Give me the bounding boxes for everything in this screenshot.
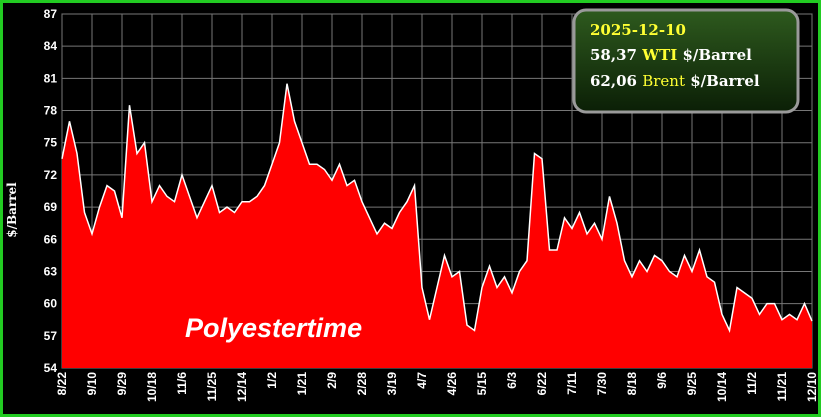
x-tick-label: 6/22 [535,372,549,396]
info-date: 2025-12-10 [590,21,686,39]
line [61,83,813,333]
x-tick-label: 6/3 [505,372,519,389]
info-box-bg [572,8,800,114]
y-tick-label: 60 [44,297,58,311]
x-tick-label: 9/29 [115,372,129,396]
x-tick-label: 10/14 [715,372,729,402]
x-tick-label: 7/11 [565,372,579,395]
x-tick-label: 1/2 [265,372,279,389]
x-tick-label: 2/9 [325,372,339,389]
x-tick-label: 2/28 [355,372,369,396]
info-box: 2025-12-10 58,37 WTI $/Barrel 62,06 Bren… [572,8,800,114]
plot [61,83,813,368]
info-brent: 62,06 Brent $/Barrel [590,72,760,90]
y-tick-label: 72 [44,168,58,182]
x-tick-label: 9/6 [655,372,669,389]
x-tick-label: 4/7 [415,372,429,389]
y-tick-label: 66 [44,232,58,246]
watermark: Polyestertime [185,313,362,343]
y-tick-label: 69 [44,200,58,214]
brent-name: Brent [642,72,685,90]
y-tick-label: 87 [44,7,58,21]
x-tick-label: 8/18 [625,372,639,396]
wti-name: WTI [641,46,677,64]
x-tick-label: 8/22 [55,372,69,396]
info-wti: 58,37 WTI $/Barrel [590,46,752,64]
y-tick-label: 63 [44,264,58,278]
x-tick-label: 11/21 [775,372,789,402]
x-tick-label: 9/25 [685,372,699,396]
y-tick-label: 57 [44,329,58,343]
x-tick-label: 5/15 [475,372,489,396]
x-tick-label: 3/19 [385,372,399,396]
y-tick-label: 81 [44,71,58,85]
x-tick-label: 11/25 [205,372,219,402]
brent-value: 62,06 [590,72,637,90]
x-tick-label: 11/6 [175,372,189,395]
x-tick-label: 12/14 [235,372,249,402]
x-tick-label: 10/18 [145,372,159,402]
x-tick-label: 1/21 [295,372,309,396]
x-tick-label: 9/10 [85,372,99,396]
y-tick-label: 54 [44,361,58,375]
x-tick-label: 7/30 [595,372,609,396]
wti-value: 58,37 [590,46,637,64]
brent-unit: $/Barrel [690,72,760,90]
y-tick-label: 84 [44,39,58,53]
x-tick-label: 4/26 [445,372,459,396]
wti-unit: $/Barrel [682,46,752,64]
x-tick-label: 12/10 [805,372,819,402]
area [62,83,812,368]
axes: 54 57 60 63 66 69 72 75 78 81 84 87 8/22 9/10 9/29 10/1… [44,7,819,402]
y-axis-label: $/Barrel [5,182,19,238]
y-tick-label: 75 [44,136,58,150]
x-tick-label: 11/2 [745,372,759,395]
y-tick-label: 78 [44,104,58,118]
